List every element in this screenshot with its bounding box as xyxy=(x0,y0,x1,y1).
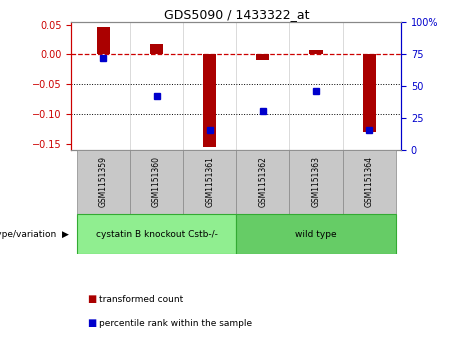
Text: ■: ■ xyxy=(88,294,97,305)
Bar xyxy=(236,150,290,215)
Bar xyxy=(290,150,343,215)
Bar xyxy=(130,150,183,215)
Text: GSM1151363: GSM1151363 xyxy=(312,156,320,208)
Text: GSM1151364: GSM1151364 xyxy=(365,156,374,208)
Bar xyxy=(362,54,376,132)
Bar xyxy=(77,215,236,254)
Text: genotype/variation  ▶: genotype/variation ▶ xyxy=(0,230,69,239)
Bar xyxy=(203,54,216,147)
Bar xyxy=(183,150,236,215)
Text: GSM1151361: GSM1151361 xyxy=(205,156,214,207)
Bar xyxy=(343,150,396,215)
Bar xyxy=(97,26,110,54)
Title: GDS5090 / 1433322_at: GDS5090 / 1433322_at xyxy=(164,8,309,21)
Text: ■: ■ xyxy=(88,318,97,328)
Bar xyxy=(309,50,323,54)
Text: GSM1151360: GSM1151360 xyxy=(152,156,161,208)
Text: cystatin B knockout Cstb-/-: cystatin B knockout Cstb-/- xyxy=(95,230,218,239)
Bar xyxy=(256,54,270,60)
Bar xyxy=(77,150,130,215)
Text: transformed count: transformed count xyxy=(99,295,183,304)
Bar xyxy=(150,44,163,54)
Text: wild type: wild type xyxy=(295,230,337,239)
Bar xyxy=(236,215,396,254)
Text: percentile rank within the sample: percentile rank within the sample xyxy=(99,319,252,327)
Text: GSM1151362: GSM1151362 xyxy=(258,156,267,207)
Text: GSM1151359: GSM1151359 xyxy=(99,156,108,208)
